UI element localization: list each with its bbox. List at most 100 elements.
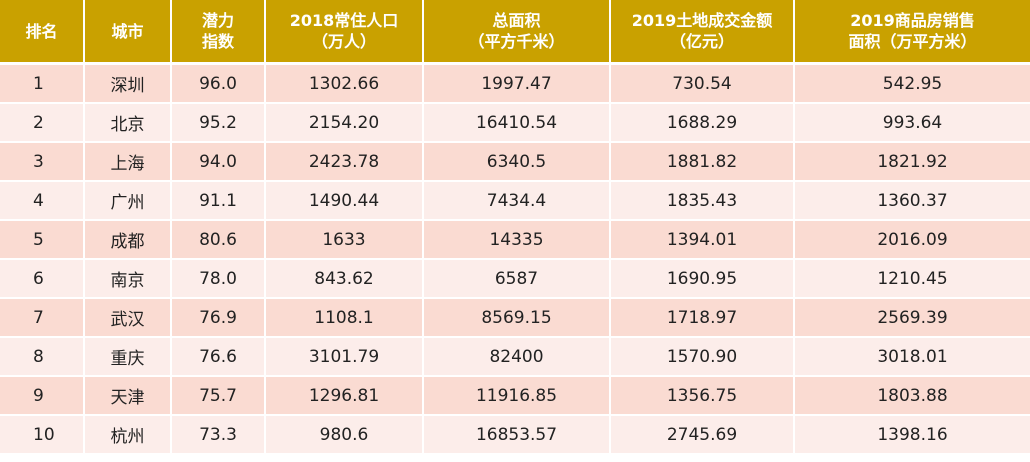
- land-sales-cell: 1835.43: [610, 181, 795, 221]
- area-cell: 16410.54: [423, 103, 611, 143]
- population-cell: 843.62: [265, 259, 424, 299]
- city-cell: 天津: [84, 376, 172, 416]
- table-row: 9 天津 75.7 1296.81 11916.85 1356.75 1803.88: [0, 376, 1030, 416]
- header-land-sales-line-1: 2019土地成交金额: [631, 11, 773, 30]
- rank-cell: 8: [0, 337, 85, 377]
- land-sales-cell: 1356.75: [610, 376, 795, 416]
- header-rank: 排名: [0, 0, 85, 65]
- housing-sales-cell: 2016.09: [794, 220, 1030, 260]
- land-sales-cell: 2745.69: [610, 415, 795, 455]
- rank-cell: 5: [0, 220, 85, 260]
- city-cell: 重庆: [84, 337, 172, 377]
- population-cell: 2154.20: [265, 103, 424, 143]
- housing-sales-cell: 542.95: [794, 63, 1030, 104]
- header-potential-line-2: 指数: [201, 32, 234, 51]
- potential-cell: 73.3: [171, 415, 266, 455]
- housing-sales-cell: 1821.92: [794, 142, 1030, 182]
- population-cell: 1296.81: [265, 376, 424, 416]
- header-area-line-2: （平方千米）: [468, 32, 565, 51]
- area-cell: 1997.47: [423, 63, 611, 104]
- land-sales-cell: 730.54: [610, 63, 795, 104]
- table-row: 4 广州 91.1 1490.44 7434.4 1835.43 1360.37: [0, 181, 1030, 221]
- city-cell: 广州: [84, 181, 172, 221]
- area-cell: 7434.4: [423, 181, 611, 221]
- header-population-line-2: （万人）: [311, 32, 376, 51]
- header-population: 2018常住人口 （万人）: [265, 0, 424, 65]
- land-sales-cell: 1688.29: [610, 103, 795, 143]
- housing-sales-cell: 1360.37: [794, 181, 1030, 221]
- population-cell: 3101.79: [265, 337, 424, 377]
- potential-cell: 76.6: [171, 337, 266, 377]
- housing-sales-cell: 1803.88: [794, 376, 1030, 416]
- header-city-line-1: 城市: [111, 21, 144, 41]
- population-cell: 1490.44: [265, 181, 424, 221]
- potential-cell: 95.2: [171, 103, 266, 143]
- housing-sales-cell: 2569.39: [794, 298, 1030, 338]
- rank-cell: 10: [0, 415, 85, 455]
- table-row: 5 成都 80.6 1633 14335 1394.01 2016.09: [0, 220, 1030, 260]
- city-cell: 成都: [84, 220, 172, 260]
- area-cell: 8569.15: [423, 298, 611, 338]
- population-cell: 2423.78: [265, 142, 424, 182]
- header-area-line-1: 总面积: [492, 11, 541, 30]
- city-cell: 上海: [84, 142, 172, 182]
- table-row: 8 重庆 76.6 3101.79 82400 1570.90 3018.01: [0, 337, 1030, 377]
- population-cell: 980.6: [265, 415, 424, 455]
- table-body: 1 深圳 96.0 1302.66 1997.47 730.54 542.95 2 北京 95.2…: [0, 63, 1030, 455]
- population-cell: 1633: [265, 220, 424, 260]
- header-city: 城市: [84, 0, 172, 65]
- rank-cell: 3: [0, 142, 85, 182]
- header-housing-line-1: 2019商品房销售: [850, 11, 975, 30]
- potential-cell: 96.0: [171, 63, 266, 104]
- land-sales-cell: 1394.01: [610, 220, 795, 260]
- header-housing-sales-area: 2019商品房销售 面积（万平方米）: [794, 0, 1030, 65]
- city-cell: 武汉: [84, 298, 172, 338]
- city-cell: 杭州: [84, 415, 172, 455]
- rank-cell: 1: [0, 63, 85, 104]
- table-row: 1 深圳 96.0 1302.66 1997.47 730.54 542.95: [0, 63, 1030, 104]
- rank-cell: 6: [0, 259, 85, 299]
- potential-cell: 91.1: [171, 181, 266, 221]
- housing-sales-cell: 3018.01: [794, 337, 1030, 377]
- header-population-line-1: 2018常住人口: [289, 11, 399, 30]
- potential-cell: 76.9: [171, 298, 266, 338]
- rank-cell: 4: [0, 181, 85, 221]
- housing-sales-cell: 1398.16: [794, 415, 1030, 455]
- header-row: 排名 城市 潜力 指数 2018常住人口 （万人） 总面积 （平方千米） 2019土地…: [0, 0, 1030, 65]
- housing-sales-cell: 1210.45: [794, 259, 1030, 299]
- rank-cell: 9: [0, 376, 85, 416]
- area-cell: 6340.5: [423, 142, 611, 182]
- table-row: 10 杭州 73.3 980.6 16853.57 2745.69 1398.16: [0, 415, 1030, 455]
- header-potential-index: 潜力 指数: [171, 0, 266, 65]
- area-cell: 82400: [423, 337, 611, 377]
- rank-cell: 7: [0, 298, 85, 338]
- population-cell: 1108.1: [265, 298, 424, 338]
- table-row: 7 武汉 76.9 1108.1 8569.15 1718.97 2569.39: [0, 298, 1030, 338]
- city-cell: 北京: [84, 103, 172, 143]
- city-cell: 深圳: [84, 63, 172, 104]
- rank-cell: 2: [0, 103, 85, 143]
- land-sales-cell: 1881.82: [610, 142, 795, 182]
- population-cell: 1302.66: [265, 63, 424, 104]
- land-sales-cell: 1718.97: [610, 298, 795, 338]
- table-header: 排名 城市 潜力 指数 2018常住人口 （万人） 总面积 （平方千米） 2019土地…: [0, 0, 1030, 65]
- area-cell: 6587: [423, 259, 611, 299]
- table-row: 6 南京 78.0 843.62 6587 1690.95 1210.45: [0, 259, 1030, 299]
- header-land-sales-line-2: （亿元）: [669, 32, 734, 51]
- header-housing-line-2: 面积（万平方米）: [848, 32, 977, 51]
- potential-cell: 94.0: [171, 142, 266, 182]
- housing-sales-cell: 993.64: [794, 103, 1030, 143]
- potential-cell: 78.0: [171, 259, 266, 299]
- header-rank-line-1: 排名: [25, 21, 58, 41]
- table-row: 3 上海 94.0 2423.78 6340.5 1881.82 1821.92: [0, 142, 1030, 182]
- area-cell: 11916.85: [423, 376, 611, 416]
- area-cell: 16853.57: [423, 415, 611, 455]
- header-land-sales: 2019土地成交金额 （亿元）: [610, 0, 795, 65]
- potential-cell: 80.6: [171, 220, 266, 260]
- potential-cell: 75.7: [171, 376, 266, 416]
- table-row: 2 北京 95.2 2154.20 16410.54 1688.29 993.64: [0, 103, 1030, 143]
- land-sales-cell: 1570.90: [610, 337, 795, 377]
- area-cell: 14335: [423, 220, 611, 260]
- header-total-area: 总面积 （平方千米）: [423, 0, 611, 65]
